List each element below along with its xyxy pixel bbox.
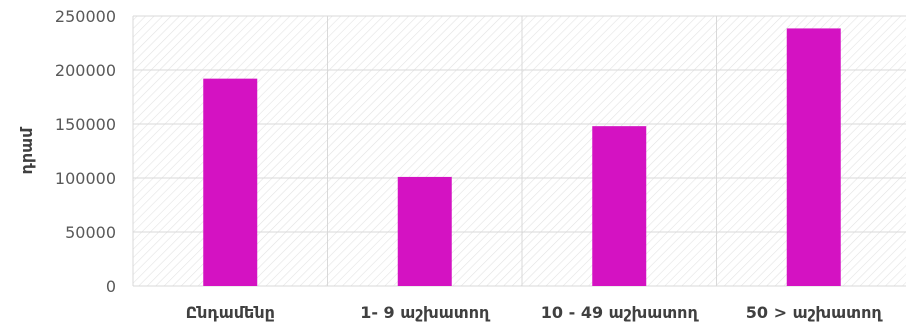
x-tick-label: 1- 9 աշխատող: [360, 303, 491, 322]
y-tick-label: 200000: [55, 61, 116, 80]
x-tick-label: 10 - 49 աշխատող: [541, 303, 700, 322]
x-tick-label: 50 > աշխատող: [746, 303, 884, 322]
y-axis-ticks: 0 50000 100000 150000 200000 250000: [55, 7, 116, 296]
bar: [592, 126, 647, 286]
x-axis-ticks: Ընդամենը 1- 9 աշխատող 10 - 49 աշխատող 50 > …: [186, 303, 884, 322]
y-tick-label: 0: [106, 277, 116, 296]
bar: [397, 176, 452, 286]
bar: [786, 28, 841, 286]
plot-area: [133, 16, 906, 286]
y-tick-label: 50000: [65, 223, 116, 242]
bar: [203, 78, 258, 286]
bars: [203, 28, 841, 286]
y-tick-label: 250000: [55, 7, 116, 26]
y-tick-label: 150000: [55, 115, 116, 134]
y-axis-label: դրամ: [17, 126, 36, 175]
y-tick-label: 100000: [55, 169, 116, 188]
x-tick-label: Ընդամենը: [186, 303, 275, 322]
grid: [132, 15, 906, 287]
